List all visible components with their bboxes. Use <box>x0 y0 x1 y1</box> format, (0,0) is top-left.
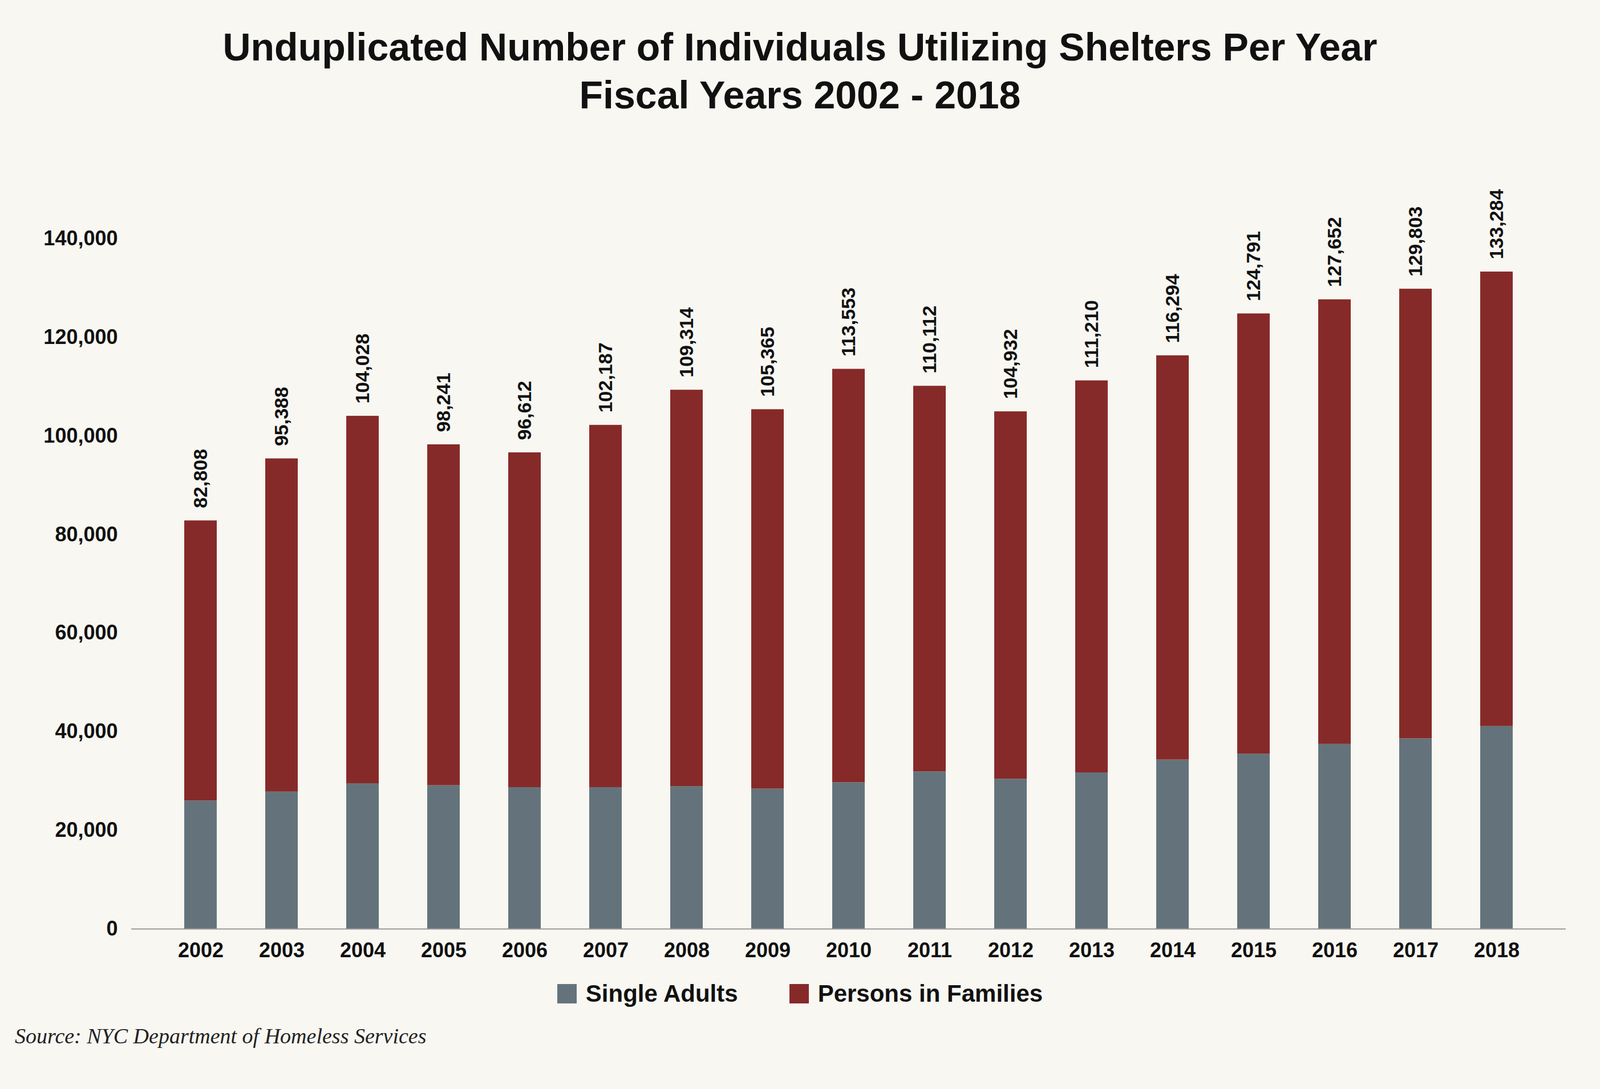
svg-text:80,000: 80,000 <box>54 522 118 546</box>
svg-text:113,553: 113,553 <box>837 287 860 357</box>
svg-text:2013: 2013 <box>1068 938 1115 962</box>
svg-text:129,803: 129,803 <box>1404 206 1427 277</box>
svg-text:2014: 2014 <box>1149 938 1196 962</box>
svg-text:96,612: 96,612 <box>513 380 536 440</box>
svg-text:2003: 2003 <box>258 938 305 962</box>
svg-text:127,652: 127,652 <box>1323 216 1346 287</box>
svg-text:104,028: 104,028 <box>351 333 374 404</box>
svg-text:40,000: 40,000 <box>54 719 118 743</box>
svg-text:124,791: 124,791 <box>1242 231 1265 302</box>
svg-text:2016: 2016 <box>1311 938 1358 962</box>
svg-text:2002: 2002 <box>177 938 224 962</box>
html-text:Fiscal Years 2002 - 2018: Fiscal Years 2002 - 2018 <box>579 73 1021 117</box>
svg-text:2012: 2012 <box>987 938 1034 962</box>
svg-text:0: 0 <box>106 916 118 941</box>
svg-text:95,388: 95,388 <box>270 386 293 447</box>
svg-text:110,112: 110,112 <box>918 305 941 374</box>
svg-text:2007: 2007 <box>582 938 629 962</box>
svg-text:98,241: 98,241 <box>432 372 455 432</box>
svg-text:2006: 2006 <box>501 938 548 962</box>
html-text:Source: NYC Department of Home: Source: NYC Department of Homeless Servi… <box>14 1023 427 1048</box>
html-text:Single Adults: Single Adults <box>585 979 738 1007</box>
svg-text:2008: 2008 <box>663 938 710 962</box>
svg-text:82,808: 82,808 <box>189 448 212 509</box>
svg-text:104,932: 104,932 <box>999 329 1022 400</box>
svg-text:2009: 2009 <box>744 938 791 962</box>
svg-text:133,284: 133,284 <box>1485 189 1508 260</box>
svg-text:2010: 2010 <box>825 938 872 962</box>
svg-text:60,000: 60,000 <box>54 620 118 644</box>
svg-text:111,210: 111,210 <box>1080 300 1103 368</box>
svg-text:2011: 2011 <box>907 938 953 962</box>
svg-text:105,365: 105,365 <box>756 326 779 398</box>
svg-text:116,294: 116,294 <box>1161 273 1184 343</box>
svg-text:109,314: 109,314 <box>675 307 698 378</box>
svg-text:140,000: 140,000 <box>43 226 118 250</box>
svg-text:2017: 2017 <box>1392 938 1439 962</box>
html-text:Persons in Families: Persons in Families <box>817 979 1043 1007</box>
svg-text:2004: 2004 <box>339 938 386 962</box>
svg-text:102,187: 102,187 <box>594 342 617 413</box>
svg-text:20,000: 20,000 <box>54 817 118 842</box>
svg-text:120,000: 120,000 <box>43 325 118 349</box>
svg-text:100,000: 100,000 <box>43 423 118 448</box>
html-text:Unduplicated Number of Individ: Unduplicated Number of Individuals Utili… <box>222 25 1378 69</box>
svg-text:2005: 2005 <box>420 938 467 962</box>
svg-text:2018: 2018 <box>1473 938 1520 962</box>
svg-text:2015: 2015 <box>1230 938 1277 962</box>
